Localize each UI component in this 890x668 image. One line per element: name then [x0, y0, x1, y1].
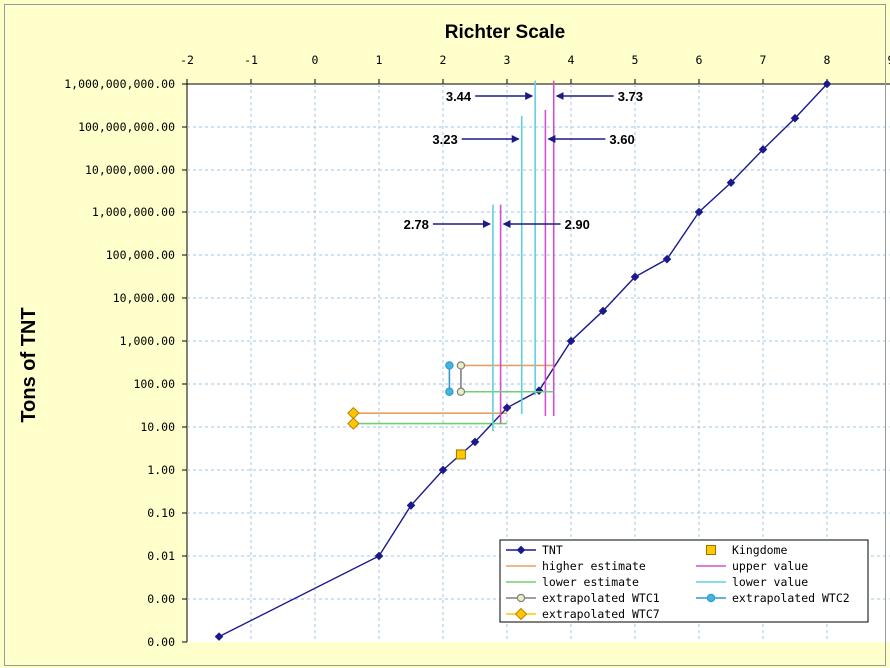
y-tick-label: 100.00 — [133, 377, 175, 391]
x-tick-label: 7 — [760, 53, 767, 67]
tnt-point — [438, 465, 448, 475]
legend-swatch-tnt — [516, 545, 526, 555]
legend-label-upper-value: upper value — [732, 559, 808, 573]
tnt-point — [726, 178, 736, 187]
tnt-point — [374, 551, 384, 561]
legend-label-extrapolated-wtc1: extrapolated WTC1 — [542, 591, 660, 605]
legend-label-tnt: TNT — [542, 543, 563, 557]
y-tick-label: 100,000.00 — [106, 248, 175, 262]
legend-label-kingdome: Kingdome — [732, 543, 787, 557]
legend-swatch-extrapolated-wtc7 — [514, 607, 528, 621]
y-tick-label: 10,000.00 — [113, 291, 175, 305]
y-tick-label: 10.00 — [140, 420, 175, 434]
tnt-point — [822, 79, 832, 89]
legend-label-extrapolated-wtc2: extrapolated WTC2 — [732, 591, 850, 605]
annotation-label: 3.23 — [432, 132, 457, 147]
tnt-point — [662, 254, 672, 264]
y-tick-label: 1.00 — [147, 463, 175, 477]
annotation-label: 3.44 — [446, 89, 472, 104]
tnt-point — [790, 113, 800, 123]
annotation-label: 2.78 — [404, 217, 429, 232]
x-tick-label: -2 — [180, 53, 194, 67]
annotation-label: 3.60 — [609, 132, 634, 147]
y-tick-label: 10,000,000.00 — [85, 163, 175, 177]
tnt-point — [406, 501, 416, 510]
legend-box — [499, 539, 869, 623]
chart-title: Richter Scale — [445, 22, 565, 43]
extrapolated-wtc1-point — [456, 387, 466, 396]
x-tick-label: 5 — [632, 53, 639, 67]
plot-area: -2 -1 0 1 2 3 4 5 6 7 8 9 0.00 0.00 0.01 0.10 1.00 10.00 1… — [64, 53, 890, 649]
x-tick-label: 9 — [888, 53, 890, 67]
annotation-label: 2.90 — [565, 217, 590, 232]
y-tick-label: 0.01 — [147, 549, 175, 563]
x-tick-label: 4 — [568, 53, 575, 67]
tnt-point — [502, 403, 512, 413]
legend-label-extrapolated-wtc7: extrapolated WTC7 — [542, 607, 660, 621]
tnt-point — [758, 145, 768, 154]
tnt-line — [218, 83, 828, 638]
tnt-point — [470, 437, 480, 447]
extrapolated-wtc1-point — [456, 361, 466, 370]
kingdome-point — [455, 449, 466, 460]
y-tick-label: 0.00 — [147, 592, 175, 606]
y-tick-label: 0.00 — [147, 635, 175, 649]
extrapolated-wtc2-point — [445, 361, 454, 370]
x-tick-label: 3 — [504, 53, 511, 67]
y-tick-label: 100,000,000.00 — [78, 120, 175, 134]
extrapolated-wtc2-point — [445, 387, 454, 396]
legend-swatch-extrapolated-wtc1 — [516, 593, 526, 603]
tnt-point — [214, 632, 224, 641]
legend-swatch-kingdome — [706, 545, 716, 555]
tnt-point — [694, 207, 704, 217]
x-tick-label: 2 — [440, 53, 447, 67]
x-tick-label: 6 — [696, 53, 703, 67]
y-tick-label: 0.10 — [147, 506, 175, 520]
tnt-point — [566, 336, 576, 346]
legend-label-lower-estimate: lower estimate — [542, 575, 639, 589]
extrapolated-wtc7-point — [347, 417, 360, 430]
tnt-point — [598, 306, 608, 316]
annotation-label: 3.73 — [618, 89, 643, 104]
legend-label-lower-value: lower value — [732, 575, 808, 589]
x-tick-label: 8 — [824, 53, 831, 67]
x-tick-label: -1 — [244, 53, 258, 67]
y-tick-label: 1,000.00 — [120, 334, 175, 348]
x-tick-label: 1 — [376, 53, 383, 67]
legend-label-higher-estimate: higher estimate — [542, 559, 646, 573]
x-tick-label: 0 — [312, 53, 319, 67]
y-axis-label: Tons of TNT — [18, 307, 40, 422]
legend-swatch-extrapolated-wtc2 — [706, 593, 716, 603]
y-tick-label: 1,000,000,000.00 — [64, 77, 175, 91]
tnt-point — [630, 272, 640, 282]
y-tick-label: 1,000,000.00 — [92, 205, 175, 219]
